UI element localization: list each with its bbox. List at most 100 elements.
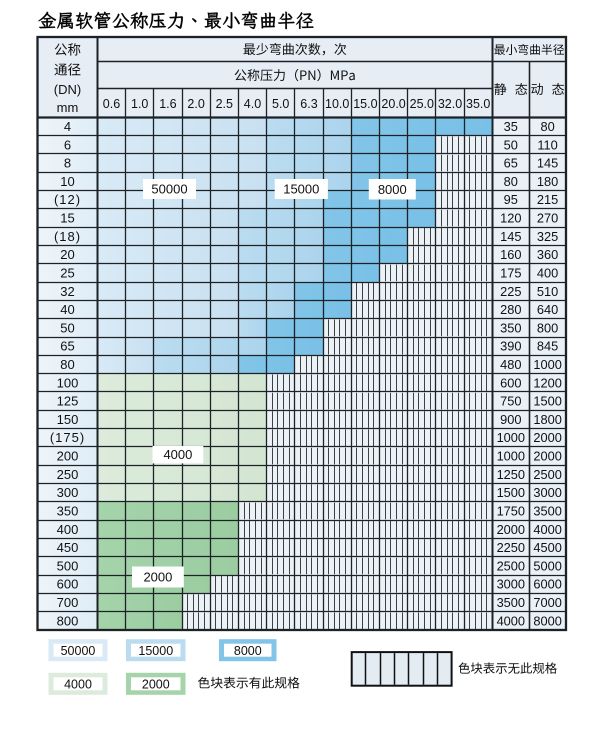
svg-text:1.0: 1.0 xyxy=(131,97,148,111)
svg-text:700: 700 xyxy=(57,595,79,610)
svg-text:145: 145 xyxy=(537,156,558,171)
svg-text:4: 4 xyxy=(64,119,71,134)
svg-text:510: 510 xyxy=(537,284,558,299)
svg-text:845: 845 xyxy=(537,339,558,354)
svg-text:10: 10 xyxy=(60,174,74,189)
svg-text:110: 110 xyxy=(537,137,557,152)
svg-text:3500: 3500 xyxy=(497,595,525,610)
svg-text:640: 640 xyxy=(537,302,558,317)
svg-text:350: 350 xyxy=(57,504,79,519)
svg-text:mm: mm xyxy=(57,100,79,115)
svg-text:3000: 3000 xyxy=(533,485,561,500)
svg-text:95: 95 xyxy=(504,192,518,207)
svg-text:(DN): (DN) xyxy=(54,82,81,97)
svg-text:120: 120 xyxy=(500,211,521,226)
svg-text:80: 80 xyxy=(504,174,518,189)
svg-text:35.0: 35.0 xyxy=(466,97,490,111)
svg-text:125: 125 xyxy=(57,394,79,409)
svg-text:80: 80 xyxy=(540,119,554,134)
svg-text:15.0: 15.0 xyxy=(353,97,377,111)
svg-text:160: 160 xyxy=(500,247,521,262)
svg-text:2000: 2000 xyxy=(143,570,172,585)
svg-text:4000: 4000 xyxy=(497,613,525,628)
svg-text:65: 65 xyxy=(60,339,74,354)
svg-text:600: 600 xyxy=(57,577,79,592)
svg-text:15000: 15000 xyxy=(283,182,319,197)
svg-text:50: 50 xyxy=(504,137,518,152)
svg-text:5.0: 5.0 xyxy=(272,97,289,111)
svg-text:500: 500 xyxy=(57,558,79,573)
svg-text:40: 40 xyxy=(60,302,74,317)
svg-text:10.0: 10.0 xyxy=(325,97,349,111)
svg-text:0.6: 0.6 xyxy=(103,97,120,111)
svg-text:2000: 2000 xyxy=(142,677,170,691)
svg-text:2000: 2000 xyxy=(533,430,561,445)
svg-text:8000: 8000 xyxy=(234,644,262,658)
svg-text:215: 215 xyxy=(537,192,558,207)
svg-text:50000: 50000 xyxy=(151,182,187,197)
svg-text:2000: 2000 xyxy=(497,522,525,537)
svg-text:8000: 8000 xyxy=(378,182,407,197)
svg-text:270: 270 xyxy=(537,211,558,226)
svg-text:2000: 2000 xyxy=(533,449,561,464)
svg-text:225: 225 xyxy=(500,284,521,299)
svg-text:4000: 4000 xyxy=(64,677,92,691)
svg-text:200: 200 xyxy=(57,449,79,464)
svg-text:250: 250 xyxy=(57,467,79,482)
svg-text:6000: 6000 xyxy=(533,577,561,592)
svg-text:1000: 1000 xyxy=(497,449,525,464)
svg-text:80: 80 xyxy=(60,357,74,372)
svg-text:50000: 50000 xyxy=(61,644,96,658)
svg-text:(12): (12) xyxy=(54,192,81,207)
svg-text:15000: 15000 xyxy=(138,644,173,658)
svg-text:350: 350 xyxy=(500,320,521,335)
svg-text:32: 32 xyxy=(60,284,74,299)
svg-text:4000: 4000 xyxy=(163,447,192,462)
svg-text:32.0: 32.0 xyxy=(438,97,462,111)
svg-text:150: 150 xyxy=(57,412,79,427)
svg-text:400: 400 xyxy=(57,522,79,537)
svg-text:1750: 1750 xyxy=(497,504,525,519)
svg-text:2.5: 2.5 xyxy=(216,97,233,111)
svg-text:1000: 1000 xyxy=(497,430,525,445)
svg-text:100: 100 xyxy=(57,375,79,390)
svg-text:2.0: 2.0 xyxy=(187,97,204,111)
svg-text:6: 6 xyxy=(64,137,71,152)
svg-text:2500: 2500 xyxy=(497,558,525,573)
svg-text:480: 480 xyxy=(500,357,521,372)
svg-text:325: 325 xyxy=(537,229,558,244)
svg-text:800: 800 xyxy=(57,613,79,628)
svg-text:145: 145 xyxy=(500,229,521,244)
svg-text:25: 25 xyxy=(60,265,74,280)
svg-text:1000: 1000 xyxy=(533,357,561,372)
svg-text:175: 175 xyxy=(500,265,521,280)
svg-text:2500: 2500 xyxy=(533,467,561,482)
svg-text:5000: 5000 xyxy=(533,558,561,573)
svg-text:180: 180 xyxy=(537,174,558,189)
svg-text:4.0: 4.0 xyxy=(244,97,261,111)
svg-text:8: 8 xyxy=(64,156,71,171)
svg-text:1500: 1500 xyxy=(533,394,561,409)
svg-text:390: 390 xyxy=(500,339,521,354)
svg-text:15: 15 xyxy=(60,211,74,226)
svg-text:750: 750 xyxy=(500,394,521,409)
svg-text:(175): (175) xyxy=(50,430,85,445)
svg-text:25.0: 25.0 xyxy=(410,97,434,111)
svg-text:1.6: 1.6 xyxy=(159,97,176,111)
svg-text:3000: 3000 xyxy=(497,577,525,592)
svg-text:7000: 7000 xyxy=(533,595,561,610)
svg-text:50: 50 xyxy=(60,320,74,335)
svg-text:360: 360 xyxy=(537,247,558,262)
svg-text:900: 900 xyxy=(500,412,521,427)
svg-text:4000: 4000 xyxy=(533,522,561,537)
svg-text:65: 65 xyxy=(504,156,518,171)
svg-text:450: 450 xyxy=(57,540,79,555)
svg-text:1500: 1500 xyxy=(497,485,525,500)
svg-text:20: 20 xyxy=(60,247,74,262)
svg-text:8000: 8000 xyxy=(533,613,561,628)
svg-text:(18): (18) xyxy=(54,229,81,244)
svg-text:6.3: 6.3 xyxy=(300,97,317,111)
svg-text:35: 35 xyxy=(504,119,518,134)
svg-text:20.0: 20.0 xyxy=(381,97,405,111)
svg-text:600: 600 xyxy=(500,375,521,390)
